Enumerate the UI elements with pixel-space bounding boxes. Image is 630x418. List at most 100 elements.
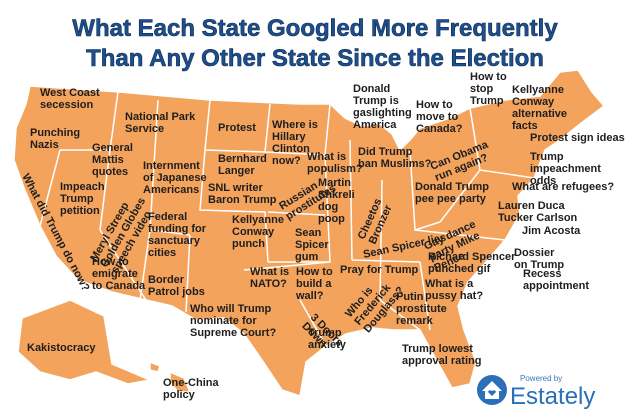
- label-line: nominate for: [190, 315, 257, 327]
- estately-logo: Powered by Estately: [477, 374, 595, 410]
- label-line: Trump: [530, 151, 564, 163]
- label-line: Mattis: [92, 154, 124, 166]
- label-line: petition: [60, 205, 100, 217]
- label-line: What is: [307, 151, 346, 163]
- state-label: Jim Acosta: [522, 225, 581, 237]
- state-label: Who will Trump nominate for Supreme Court?: [190, 303, 276, 339]
- state-label: West Coast secession: [40, 87, 100, 111]
- state-label: How to emigrate to Canada: [92, 256, 146, 292]
- label-line: Tucker Carlson: [498, 212, 578, 224]
- title: What Each State Googled More Frequently T…: [72, 15, 559, 73]
- label-line: Putin: [396, 291, 424, 303]
- state-labels: West Coast secession Punching Nazis National…: [19, 71, 624, 401]
- title-line: What Each State Googled More Frequently: [72, 15, 558, 42]
- label-line: What is: [250, 266, 289, 278]
- label-line: Richard Spencer: [428, 251, 516, 263]
- label-line: Federal: [148, 211, 187, 223]
- label-line: gaslighting: [353, 107, 412, 119]
- label-line: pussy hat?: [425, 290, 483, 302]
- label-line: What are refugees?: [512, 181, 614, 193]
- label-line: Nazis: [30, 139, 59, 151]
- label-line: remark: [396, 315, 434, 327]
- state-label: What is populism?: [307, 151, 363, 175]
- label-line: Trump lowest: [402, 343, 473, 355]
- label-line: odds: [530, 175, 556, 187]
- label-line: punched gif: [428, 263, 491, 275]
- state-label: Border Patrol jobs: [148, 274, 205, 298]
- label-line: poop: [318, 213, 345, 225]
- logo-brand: Estately: [510, 383, 595, 410]
- label-line: Trump is: [353, 95, 399, 107]
- state-label: Protest: [218, 122, 256, 134]
- label-line: quotes: [92, 166, 128, 178]
- label-line: Punching: [30, 127, 80, 139]
- state-label: Martin Shkreli dog poop: [318, 177, 355, 225]
- label-line: punch: [232, 238, 265, 250]
- label-line: Martin: [318, 177, 351, 189]
- label-line: NATO?: [250, 278, 287, 290]
- state-label: Trump impeachment odds: [530, 151, 601, 187]
- label-line: Pray for Trump: [340, 264, 419, 276]
- label-line: One-China: [163, 377, 219, 389]
- state-label: Kakistocracy: [27, 342, 96, 354]
- state-label: Lauren Duca Tucker Carlson: [498, 200, 578, 224]
- state-label: Sean Spicer gum: [295, 227, 329, 263]
- label-line: West Coast: [40, 87, 100, 99]
- logo-heart: [488, 390, 496, 396]
- label-line: policy: [163, 389, 196, 401]
- state-borders: [39, 91, 535, 347]
- label-line: Protest sign ideas: [530, 132, 625, 144]
- label-line: appointment: [523, 280, 589, 292]
- label-line: How to: [92, 256, 129, 268]
- label-line: secession: [40, 99, 93, 111]
- state-label: Putin prostitute remark: [396, 291, 447, 327]
- label-line: gum: [295, 251, 318, 263]
- label-line: sanctuary: [148, 235, 201, 247]
- label-line: Dossier: [514, 247, 555, 259]
- state-label: Trump anxiety: [308, 327, 347, 351]
- label-line: Protest: [218, 122, 256, 134]
- label-line: National Park: [125, 111, 196, 123]
- state-label: Federal funding for sanctuary cities: [148, 211, 207, 259]
- label-line: Patrol jobs: [148, 286, 205, 298]
- state-label: Trump lowest approval rating: [402, 343, 481, 367]
- label-line: Lauren Duca: [498, 200, 566, 212]
- label-line: Baron Trump: [208, 194, 277, 206]
- label-line: cities: [148, 247, 176, 259]
- label-line: build a: [296, 278, 332, 290]
- label-line: How to: [296, 266, 333, 278]
- label-line: How to: [416, 99, 453, 111]
- label-line: emigrate: [92, 268, 138, 280]
- label-line: Kakistocracy: [27, 342, 96, 354]
- title-line: Than Any Other State Since the Election: [86, 45, 544, 72]
- label-line: Canada?: [416, 123, 463, 135]
- label-line: Jim Acosta: [522, 225, 581, 237]
- state-label: One-China policy: [163, 377, 219, 401]
- label-line: How to: [470, 71, 507, 83]
- label-line: impeachment: [530, 163, 601, 175]
- label-line: populism?: [307, 163, 363, 175]
- label-line: Border: [148, 274, 185, 286]
- state-label: Internment of Japanese Americans: [143, 160, 207, 196]
- state-label: How to stop Trump: [470, 71, 507, 107]
- label-line: Trump: [60, 193, 94, 205]
- label-line: funding for: [148, 223, 207, 235]
- label-line: Kellyanne: [232, 214, 284, 226]
- label-line: America: [353, 119, 397, 131]
- label-line: Conway: [232, 226, 275, 238]
- label-line: move to: [416, 111, 458, 123]
- label-line: SNL writer: [208, 182, 264, 194]
- state-label: How to build a wall?: [295, 266, 333, 302]
- state-label: What is NATO?: [250, 266, 289, 290]
- contiguous-states: [13, 69, 606, 397]
- label-line: dog: [318, 201, 338, 213]
- label-line: on Trump: [514, 259, 564, 271]
- state-label: Impeach Trump petition: [60, 181, 105, 217]
- label-line: prostitute: [396, 303, 447, 315]
- label-line: facts: [512, 120, 538, 132]
- label-line: of Japanese: [143, 172, 207, 184]
- state-label: Kellyanne Conway alternative facts: [512, 84, 567, 132]
- label-line: Who will Trump: [190, 303, 272, 315]
- logo-house: [482, 381, 502, 399]
